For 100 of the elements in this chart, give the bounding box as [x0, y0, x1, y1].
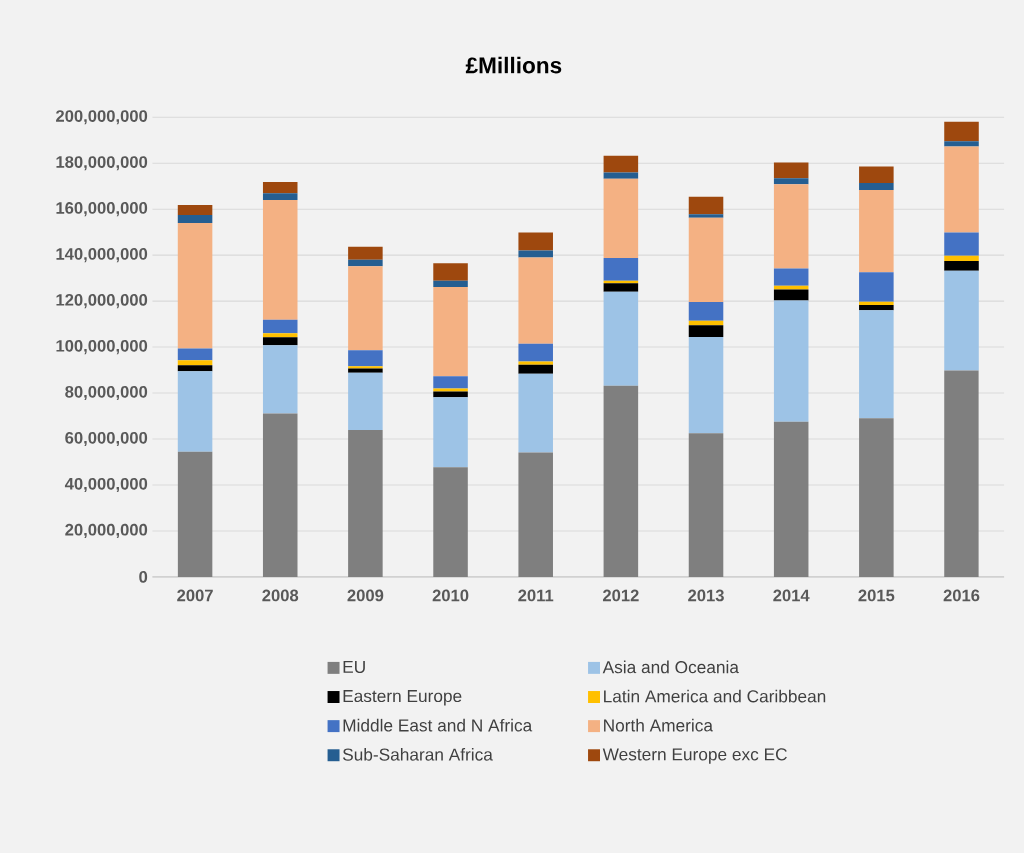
- y-tick-label: 80,000,000: [65, 386, 148, 401]
- bar: [859, 305, 894, 311]
- bar: [262, 193, 298, 201]
- bar: [177, 214, 213, 224]
- bar: [433, 388, 468, 392]
- x-tick-label: 2011: [518, 589, 554, 602]
- bar: [603, 291, 639, 386]
- bar: [262, 337, 298, 346]
- bar: [177, 451, 213, 577]
- bar: [944, 270, 979, 371]
- bar: [859, 166, 894, 184]
- bar: [348, 372, 383, 431]
- legend-label: Sub-Saharan Africa: [342, 748, 493, 761]
- bar: [603, 155, 639, 173]
- bar: [348, 266, 383, 351]
- bar: [859, 310, 894, 419]
- bar: [262, 182, 298, 194]
- y-tick-label: 0: [139, 571, 148, 583]
- bar: [944, 261, 979, 271]
- bar: [773, 162, 809, 179]
- bar: [859, 190, 894, 273]
- bar: [518, 361, 553, 365]
- x-tick-label: 2014: [773, 589, 810, 602]
- bar: [262, 333, 298, 338]
- bar: [688, 325, 724, 338]
- legend-label: Western Europe exc EC: [602, 748, 787, 764]
- bar: [177, 205, 213, 215]
- y-tick-label: 40,000,000: [64, 477, 148, 493]
- bar: [773, 184, 809, 269]
- bar: [688, 302, 724, 321]
- legend-label: North America: [604, 718, 713, 732]
- bar: [518, 452, 553, 577]
- bar: [433, 467, 468, 577]
- bar: [688, 214, 724, 218]
- bar: [859, 272, 894, 302]
- bar: [603, 178, 639, 258]
- bar: [433, 391, 468, 398]
- bar: [944, 141, 979, 147]
- bar: [518, 364, 553, 374]
- bar: [859, 418, 894, 577]
- bar: [348, 350, 383, 367]
- bar: [944, 370, 979, 577]
- bar: [262, 345, 298, 414]
- y-tick-label: 140,000,000: [56, 248, 148, 263]
- bar: [603, 257, 639, 281]
- bar: [603, 385, 639, 577]
- bar: [177, 371, 213, 452]
- bar: [348, 430, 383, 577]
- bar: [944, 146, 979, 233]
- x-tick-label: 2016: [943, 589, 980, 602]
- legend-label: EU: [343, 661, 365, 674]
- bar: [518, 343, 553, 362]
- bar: [177, 348, 213, 361]
- x-tick-label: 2012: [602, 589, 639, 602]
- y-tick-label: 200,000,000: [56, 110, 148, 125]
- bar: [177, 360, 213, 366]
- bar: [348, 259, 383, 267]
- bar: [433, 280, 468, 288]
- y-tick-label: 60,000,000: [65, 431, 148, 447]
- y-tick-label: 120,000,000: [56, 294, 148, 309]
- bar: [688, 217, 724, 303]
- legend-label: Asia and Oceania: [602, 660, 739, 674]
- chart-title: £Millions: [465, 56, 562, 74]
- bar: [518, 257, 553, 344]
- y-tick-label: 100,000,000: [56, 340, 148, 355]
- bar: [603, 172, 639, 179]
- bar: [177, 223, 213, 349]
- bar: [433, 376, 468, 389]
- bar: [859, 183, 894, 191]
- bar: [433, 287, 468, 377]
- bar: [773, 300, 809, 422]
- bar: [773, 289, 809, 301]
- bar: [688, 433, 724, 577]
- bar: [773, 268, 809, 286]
- x-tick-label: 2010: [432, 589, 469, 602]
- bar: [262, 200, 298, 320]
- bar: [348, 368, 383, 373]
- bar: [859, 301, 894, 306]
- bar: [518, 232, 553, 251]
- bar: [944, 255, 979, 262]
- bar: [944, 232, 979, 256]
- bar: [348, 246, 383, 260]
- y-tick-label: 180,000,000: [56, 156, 148, 171]
- bar: [773, 421, 809, 577]
- bar: [944, 121, 979, 142]
- x-tick-label: 2015: [858, 589, 895, 602]
- bar: [262, 319, 298, 334]
- bar: [433, 263, 468, 281]
- y-tick-label: 160,000,000: [56, 202, 148, 217]
- legend-label: Eastern Europe: [343, 690, 462, 706]
- bar: [518, 373, 553, 453]
- bar: [773, 178, 809, 185]
- legend-label: Latin America and Caribbean: [604, 689, 826, 703]
- bar: [688, 337, 724, 434]
- x-tick-label: 2013: [688, 589, 724, 602]
- bar: [177, 365, 213, 372]
- bar: [603, 283, 639, 292]
- legend-label: Middle East and N Africa: [343, 718, 533, 732]
- x-tick-label: 2009: [347, 589, 384, 602]
- x-tick-label: 2007: [177, 589, 213, 602]
